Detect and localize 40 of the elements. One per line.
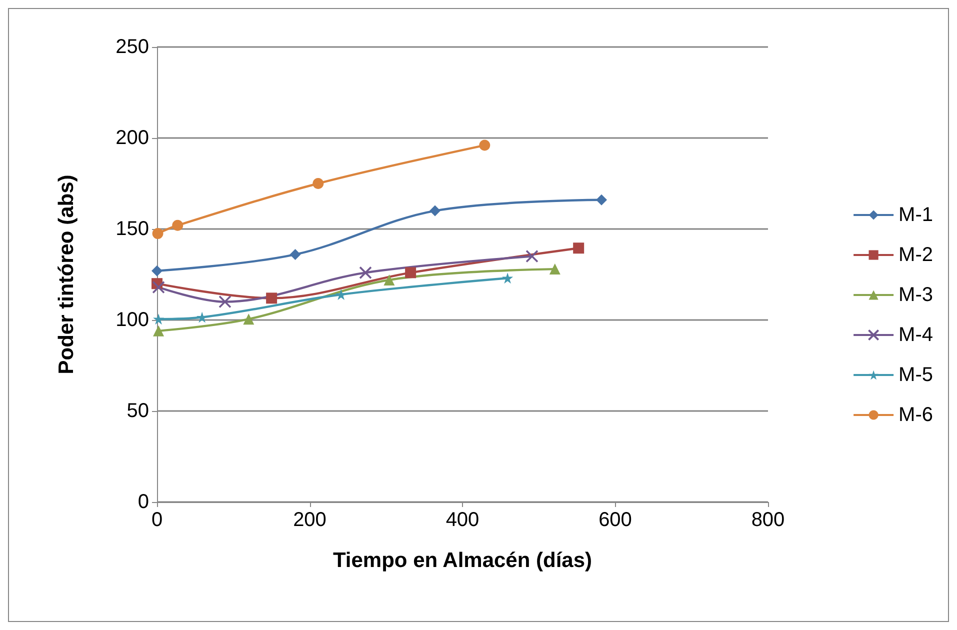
point — [549, 264, 560, 275]
point — [153, 314, 164, 325]
y-tick-label: 100 — [116, 309, 149, 331]
point — [596, 194, 608, 206]
y-tick-label: 0 — [138, 491, 149, 513]
point — [384, 274, 395, 286]
legend-label: M-1 — [898, 204, 934, 226]
legend-label: M-4 — [898, 324, 934, 346]
point — [502, 272, 514, 284]
point — [172, 220, 184, 231]
point — [430, 205, 441, 216]
point — [152, 265, 162, 276]
x-tick-label: 800 — [751, 509, 785, 531]
point — [290, 248, 301, 260]
point — [526, 250, 538, 263]
legend-label: M-5 — [898, 364, 934, 386]
legend-label: M-2 — [898, 244, 934, 266]
point — [359, 266, 372, 280]
point — [152, 280, 165, 294]
x-tick-label: 400 — [446, 509, 480, 531]
point — [312, 178, 324, 189]
point — [218, 295, 232, 308]
y-axis-title: Poder tintóreo (abs) — [55, 174, 78, 374]
point — [152, 228, 164, 240]
y-tick-label: 150 — [116, 218, 149, 240]
y-tick-label: 50 — [126, 400, 149, 422]
point — [266, 292, 278, 304]
point — [573, 242, 584, 254]
point — [405, 267, 416, 278]
point — [153, 325, 164, 336]
y-tick-label: 250 — [116, 36, 149, 58]
y-tick-label: 200 — [116, 127, 149, 149]
legend-label: M-3 — [898, 284, 934, 306]
x-axis-title: Tiempo en Almacén (días) — [332, 549, 592, 572]
x-tick-label: 600 — [598, 509, 632, 531]
point — [243, 314, 254, 325]
x-tick-label: 0 — [151, 509, 163, 531]
x-tick-label: 200 — [293, 509, 326, 531]
point — [479, 140, 490, 151]
legend-label: M-6 — [898, 404, 934, 426]
